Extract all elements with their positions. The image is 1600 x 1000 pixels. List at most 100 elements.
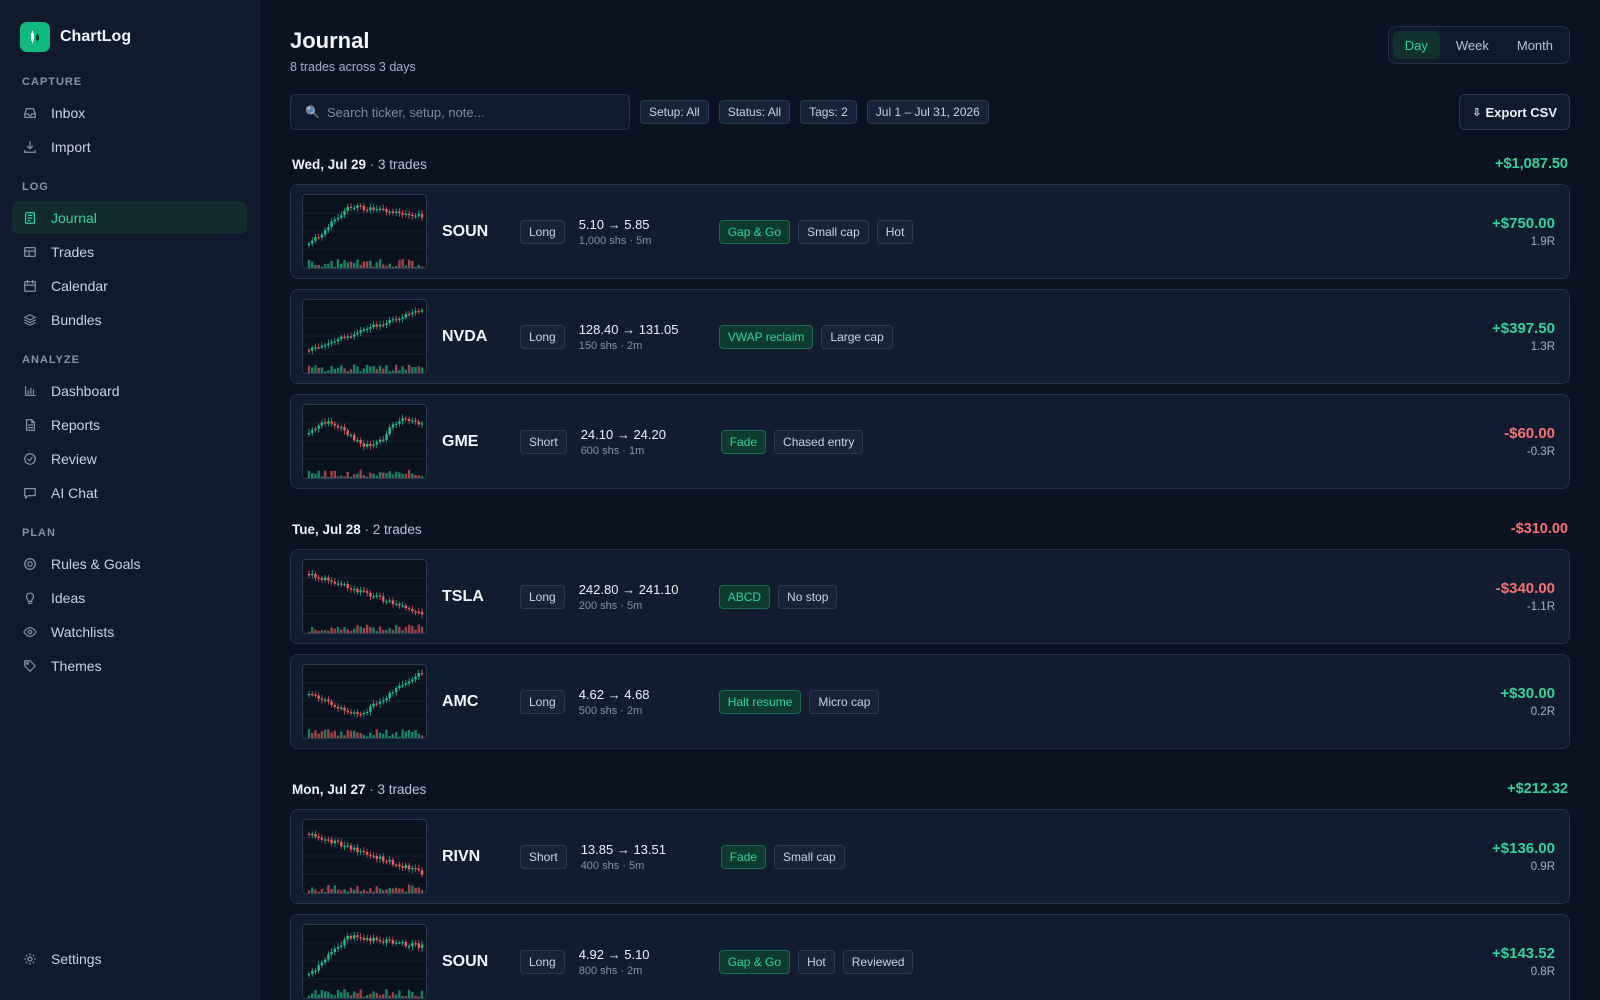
price-info: 242.80 → 241.10 200 shs · 5m	[579, 582, 719, 612]
ticker-symbol: TSLA	[442, 587, 484, 605]
setup-tag[interactable]: Fade	[720, 844, 767, 869]
price-info: 5.10 → 5.85 1,000 shs · 5m	[579, 217, 719, 247]
sidebar-item-label: Journal	[51, 209, 97, 226]
view-month-button[interactable]: Month	[1516, 37, 1553, 53]
setup-tag[interactable]: Gap & Go	[718, 949, 791, 974]
trade-tag[interactable]: Large cap	[821, 324, 893, 349]
setup-tag[interactable]: VWAP reclaim	[718, 324, 814, 349]
setup-tag[interactable]: Halt resume	[718, 689, 802, 714]
sidebar-item-dashboard[interactable]: Dashboard	[12, 374, 247, 407]
export-csv-button[interactable]: ⇩ Export CSV	[1459, 94, 1570, 130]
price-info: 4.62 → 4.68 500 shs · 2m	[579, 687, 719, 717]
download-icon	[22, 139, 38, 155]
sidebar-item-inbox[interactable]: Inbox	[12, 96, 247, 129]
trade-card[interactable]: SOUN Long 5.10 → 5.85 1,000 shs · 5m Gap & G…	[290, 184, 1570, 279]
sidebar-item-watchlists[interactable]: Watchlists	[12, 615, 247, 648]
nav-section-title: CAPTURE	[22, 76, 83, 88]
r-multiple: 0.8R	[1530, 966, 1555, 978]
trade-card[interactable]: GME Short 24.10 → 24.20 600 shs · 1m Fade Cha…	[290, 394, 1570, 489]
entry-exit-price: 242.80 → 241.10	[578, 581, 679, 597]
day-label: Wed, Jul 29 · 3 trades	[292, 157, 427, 172]
chart-thumbnail[interactable]	[302, 819, 427, 894]
brand[interactable]: ChartLog	[12, 22, 247, 52]
trade-card[interactable]: AMC Long 4.62 → 4.68 500 shs · 2m Halt resum…	[290, 654, 1570, 749]
sidebar-item-import[interactable]: Import	[12, 130, 247, 163]
sidebar: ChartLog CAPTURE Inbox Import LOG Journal Tra…	[0, 0, 260, 1000]
sidebar-item-settings[interactable]: Settings	[12, 942, 247, 975]
trade-tag[interactable]: Micro cap	[809, 689, 880, 714]
chart-thumbnail[interactable]	[302, 404, 427, 479]
eye-icon	[22, 624, 38, 640]
pnl-value: +$750.00	[1492, 215, 1555, 232]
sidebar-item-label: Ideas	[51, 589, 86, 606]
search-placeholder: Search ticker, setup, note...	[326, 104, 485, 120]
day-total-pnl: +$212.32	[1507, 781, 1568, 797]
settings-area: Settings	[12, 942, 247, 976]
filter-chip[interactable]: Jul 1 – Jul 31, 2026	[866, 100, 989, 124]
candlestick-icon	[20, 22, 50, 52]
shares-timeframe: 150 shs · 2m	[578, 339, 643, 352]
sidebar-item-ai-chat[interactable]: AI Chat	[12, 476, 247, 509]
filter-chip[interactable]: Setup: All	[640, 100, 709, 124]
shares-timeframe: 200 shs · 5m	[578, 599, 643, 612]
chart-thumbnail[interactable]	[302, 924, 427, 999]
trade-tags: Fade Chased entry	[720, 429, 864, 454]
sidebar-item-label: Review	[51, 450, 97, 467]
day-trade-count: · 3 trades	[369, 156, 427, 172]
setup-tag[interactable]: Fade	[720, 429, 767, 454]
sidebar-item-label: Calendar	[51, 277, 108, 294]
entry-exit-price: 4.92 → 5.10	[578, 946, 650, 962]
sidebar-item-reports[interactable]: Reports	[12, 408, 247, 441]
r-multiple: 0.2R	[1530, 706, 1555, 718]
nav-group: CAPTURE Inbox Import	[12, 76, 247, 163]
check-circle-icon	[22, 451, 38, 467]
sidebar-item-rules-goals[interactable]: Rules & Goals	[12, 547, 247, 580]
trade-tag[interactable]: Chased entry	[774, 429, 864, 454]
sidebar-item-label: Watchlists	[51, 623, 115, 640]
trade-card[interactable]: TSLA Long 242.80 → 241.10 200 shs · 5m ABCD N…	[290, 549, 1570, 644]
bar-chart-icon	[22, 383, 38, 399]
setup-tag[interactable]: ABCD	[718, 584, 771, 609]
trade-tags: Fade Small cap	[720, 844, 845, 869]
trade-card[interactable]: SOUN Long 4.92 → 5.10 800 shs · 2m Gap & Go H…	[290, 914, 1570, 1000]
calendar-icon	[22, 278, 38, 294]
trade-tag[interactable]: Small cap	[774, 844, 845, 869]
entry-exit-price: 5.10 → 5.85	[578, 216, 650, 232]
toolbar: 🔍 Search ticker, setup, note... Setup: A…	[290, 94, 1570, 130]
shares-timeframe: 600 shs · 1m	[580, 444, 645, 457]
ticker-symbol: AMC	[442, 692, 479, 710]
setup-tag[interactable]: Gap & Go	[718, 219, 791, 244]
trade-tag[interactable]: Hot	[798, 949, 835, 974]
shares-timeframe: 1,000 shs · 5m	[578, 234, 652, 247]
trade-tag[interactable]: No stop	[778, 584, 838, 609]
sidebar-item-bundles[interactable]: Bundles	[12, 303, 247, 336]
sidebar-item-label: Import	[51, 138, 91, 155]
sidebar-item-calendar[interactable]: Calendar	[12, 269, 247, 302]
nav-group: ANALYZE Dashboard Reports Review AI Chat	[12, 354, 247, 509]
trade-card[interactable]: NVDA Long 128.40 → 131.05 150 shs · 2m VWAP …	[290, 289, 1570, 384]
sidebar-item-trades[interactable]: Trades	[12, 235, 247, 268]
trade-tag[interactable]: Reviewed	[842, 949, 914, 974]
chart-thumbnail[interactable]	[302, 559, 427, 634]
chart-thumbnail[interactable]	[302, 194, 427, 269]
sidebar-item-ideas[interactable]: Ideas	[12, 581, 247, 614]
chart-thumbnail[interactable]	[302, 664, 427, 739]
view-day-button[interactable]: Day	[1392, 31, 1440, 59]
r-multiple: -1.1R	[1526, 601, 1555, 613]
trade-card[interactable]: RIVN Short 13.85 → 13.51 400 shs · 5m Fade Sm…	[290, 809, 1570, 904]
pnl-value: +$136.00	[1492, 840, 1555, 857]
notebook-icon	[22, 210, 38, 226]
export-label: Export CSV	[1485, 104, 1557, 120]
r-multiple: 1.3R	[1530, 341, 1555, 353]
day-label: Mon, Jul 27 · 3 trades	[292, 782, 426, 797]
filter-chip[interactable]: Tags: 2	[800, 100, 857, 124]
sidebar-item-review[interactable]: Review	[12, 442, 247, 475]
trade-tag[interactable]: Hot	[876, 219, 914, 244]
sidebar-item-journal[interactable]: Journal	[12, 201, 247, 234]
trade-tag[interactable]: Small cap	[798, 219, 869, 244]
search-input[interactable]: 🔍 Search ticker, setup, note...	[290, 94, 630, 130]
view-week-button[interactable]: Week	[1455, 37, 1489, 53]
sidebar-item-themes[interactable]: Themes	[12, 649, 247, 682]
filter-chip[interactable]: Status: All	[718, 100, 791, 124]
chart-thumbnail[interactable]	[302, 299, 427, 374]
